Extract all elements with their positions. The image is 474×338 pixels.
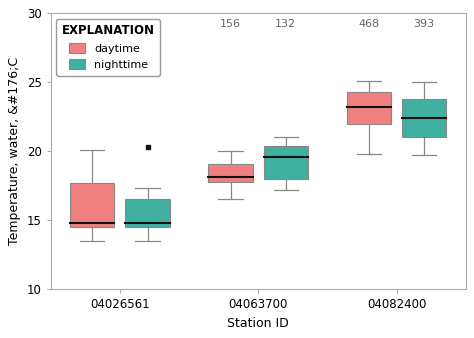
Bar	[264, 146, 308, 179]
Text: 468: 468	[358, 19, 380, 29]
Text: 393: 393	[414, 19, 435, 29]
X-axis label: Station ID: Station ID	[228, 317, 289, 330]
Text: 132: 132	[137, 19, 158, 29]
Bar	[126, 199, 170, 227]
Bar	[402, 99, 447, 138]
Y-axis label: Temperature, water, &#176;C: Temperature, water, &#176;C	[9, 57, 21, 245]
Text: 156: 156	[220, 19, 241, 29]
Legend: daytime, nighttime: daytime, nighttime	[56, 19, 161, 76]
Bar	[70, 183, 114, 227]
Text: 156: 156	[82, 19, 103, 29]
Bar	[347, 92, 391, 124]
Text: 132: 132	[275, 19, 296, 29]
Bar	[209, 164, 253, 182]
